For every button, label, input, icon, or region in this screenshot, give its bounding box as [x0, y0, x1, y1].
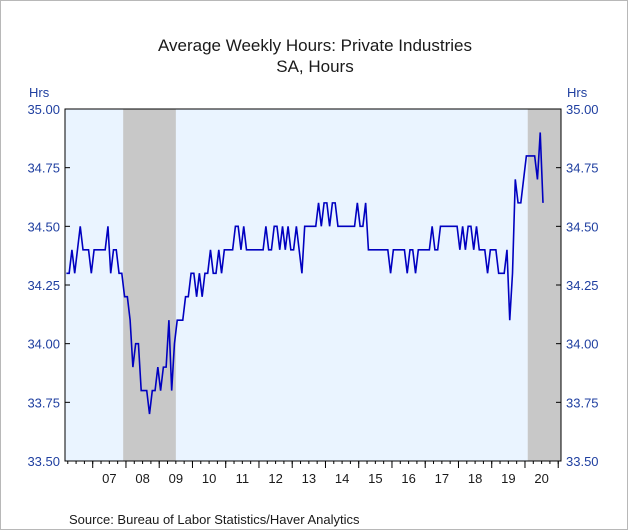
y-tick-label-left: 35.00 [27, 102, 60, 117]
left-axis-unit: Hrs [29, 85, 50, 100]
y-tick-label-right: 33.75 [566, 395, 599, 410]
source-note: Source: Bureau of Labor Statistics/Haver… [69, 512, 360, 527]
chart-title: Average Weekly Hours: Private Industries [158, 36, 472, 55]
x-tick-label: 16 [401, 471, 415, 486]
plot-border [64, 108, 562, 462]
recession-bar-1 [123, 109, 176, 461]
x-tick-label: 08 [135, 471, 149, 486]
x-tick-label: 07 [102, 471, 116, 486]
x-tick-labels: 07 08 09 10 11 12 13 14 15 16 17 18 19 20 [102, 471, 549, 486]
x-tick-label: 15 [368, 471, 382, 486]
right-axis-unit: Hrs [567, 85, 588, 100]
y-tick-label-right: 35.00 [566, 102, 599, 117]
recession-shading [123, 109, 561, 461]
y-tick-label-right: 34.50 [566, 219, 599, 234]
y-tick-label-right: 34.25 [566, 278, 599, 293]
y-tick-label-left: 33.75 [27, 395, 60, 410]
y-tick-label-right: 34.75 [566, 161, 599, 176]
x-tick-label: 11 [236, 471, 250, 486]
x-tick-label: 09 [169, 471, 183, 486]
x-tick-label: 10 [202, 471, 216, 486]
series-line-weekly-hours [66, 132, 544, 415]
x-tick-label: 13 [302, 471, 316, 486]
x-tick-label: 20 [534, 471, 548, 486]
recession-bar-2 [527, 109, 561, 461]
x-tick-label: 19 [501, 471, 515, 486]
y-tick-label-right: 33.50 [566, 454, 599, 469]
x-tick-label: 18 [468, 471, 482, 486]
y-tick-label-left: 34.25 [27, 278, 60, 293]
y-tick-label-left: 34.50 [27, 219, 60, 234]
y-tick-label-left: 34.75 [27, 161, 60, 176]
y-tick-label-right: 34.00 [566, 337, 599, 352]
x-tick-label: 17 [435, 471, 449, 486]
x-tick-label: 14 [335, 471, 349, 486]
y-tick-label-left: 34.00 [27, 337, 60, 352]
right-y-tick-labels: 33.50 33.75 34.00 34.25 34.50 34.75 35.00 [566, 102, 599, 469]
chart-subtitle: SA, Hours [276, 57, 353, 76]
left-y-tick-labels: 33.50 33.75 34.00 34.25 34.50 34.75 35.00 [27, 102, 60, 469]
x-tick-label: 12 [268, 471, 282, 486]
y-tick-label-left: 33.50 [27, 454, 60, 469]
